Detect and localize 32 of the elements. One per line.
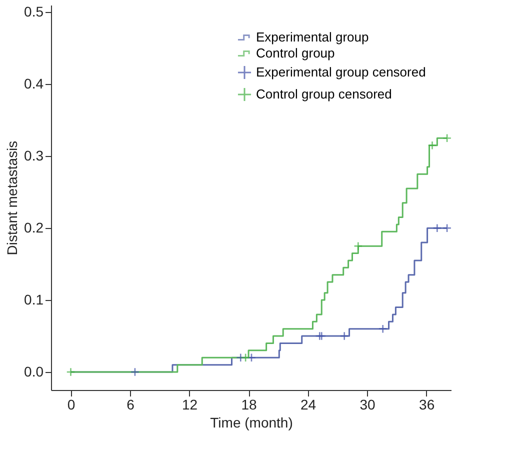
y-tick-label: 0.2 (24, 220, 44, 236)
point (66, 367, 76, 377)
point (246, 353, 256, 362)
legend-label: Experimental group censored (256, 64, 426, 80)
x-tick-label: 30 (360, 396, 376, 412)
point (354, 242, 363, 251)
point (442, 134, 452, 143)
legend-label: Control group (256, 46, 335, 60)
x-tick-label: 18 (241, 396, 258, 412)
point (378, 324, 388, 334)
x-tick-label: 12 (182, 396, 198, 412)
point (428, 140, 437, 150)
y-tick-label: 0.1 (24, 292, 44, 308)
x-tick-label: 36 (419, 396, 435, 412)
legend-label: Control group censored (256, 86, 392, 102)
y-tick-label: 0.3 (24, 148, 44, 164)
point (241, 353, 250, 362)
y-tick-label: 0.4 (24, 76, 44, 92)
x-axis-title: Time (month) (210, 414, 293, 430)
point (442, 224, 452, 233)
point (317, 332, 326, 341)
y-tick-label: 0.5 (24, 4, 44, 20)
point (315, 332, 324, 341)
y-tick-label: 0.0 (24, 364, 44, 380)
x-tick-label: 24 (300, 396, 316, 412)
point (432, 224, 442, 233)
point (130, 367, 140, 377)
y-axis-title: Distant metastasis (4, 140, 20, 256)
x-tick-label: 0 (67, 396, 76, 412)
x-tick-label: 6 (126, 396, 135, 412)
point (340, 332, 349, 341)
legend-label: Experimental group (256, 30, 369, 44)
